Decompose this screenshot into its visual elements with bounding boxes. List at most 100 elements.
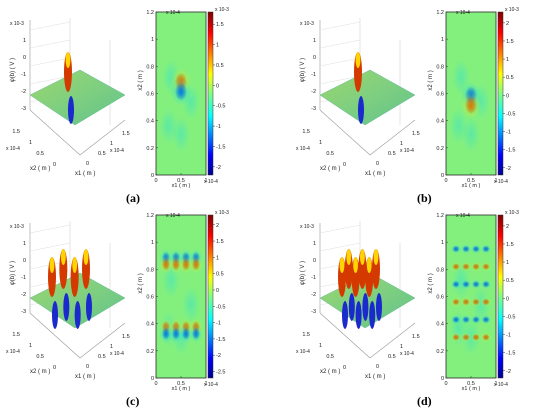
z-tick-label: 1 (313, 38, 316, 44)
panel-b: x 10-310-1-2-3φ(b) ( V )x 10-41.510.50x2… (296, 7, 519, 189)
x1-axis-label: x1 ( m ) (75, 374, 95, 380)
x-tick-label: 1 (204, 178, 207, 184)
surface-trough (376, 293, 382, 321)
y-axis-label: x2 ( m ) (428, 273, 434, 293)
y-tick-label: 0.8 (146, 267, 154, 273)
x2-exponent-label: x 10-4 (296, 146, 310, 152)
colorbar-exponent-label: x 10-3 (215, 7, 229, 13)
x2-tick-label: 0 (53, 162, 56, 168)
x-exponent-label: x 10-4 (494, 382, 508, 388)
grid-line (319, 57, 361, 67)
z-tick-label: 1 (313, 241, 316, 247)
x2-tick-label: 0.5 (326, 354, 334, 360)
colorbar: 2 1.5 1 0.5 0 -0.5 -1 -1.5 -2 -2.5 x 10-3 (207, 210, 229, 379)
heatmap-halo (450, 279, 462, 290)
heatmap-halo (480, 332, 492, 343)
colorbar-bar (207, 214, 214, 379)
heatmap-halo (480, 261, 492, 272)
y-tick-label: 0.8 (146, 64, 154, 70)
colorbar-tick-label: 1.5 (506, 242, 514, 248)
colorbar-tick-label: 2 (506, 21, 509, 27)
colorbar-tick-label: 0 (216, 288, 219, 294)
heatmap-halo (480, 314, 492, 325)
x2-exponent-label: x 10-4 (296, 349, 310, 355)
surface-peak-tip (373, 249, 379, 265)
x2-tick-label: 1 (319, 140, 322, 146)
colorbar-tick-label: -1.5 (506, 148, 515, 154)
heatmap-halo (480, 243, 492, 254)
y-tick-label: 1 (151, 240, 154, 246)
z-tick-label: -2 (311, 292, 316, 298)
heatmap-texture (159, 108, 178, 145)
z-tick-label: 0 (313, 55, 316, 61)
y-tick-label: 1.2 (436, 213, 444, 219)
colorbar-tick-label: -1 (216, 124, 221, 130)
z-tick-label: 0 (23, 55, 26, 61)
x1-tick-label: 1.5 (122, 131, 130, 137)
heatmap-halo (189, 324, 203, 343)
heatmap-halo (460, 314, 472, 325)
heatmap-halo (470, 279, 482, 290)
x-exponent-label: x 10-4 (204, 179, 218, 185)
x1-tick-label: 0.5 (388, 151, 396, 157)
heatmap-halo (450, 296, 462, 307)
panel-label-b: (b) (417, 191, 432, 205)
y-tick-label: 1 (441, 240, 444, 246)
x2-tick-label: 0 (343, 162, 346, 168)
y-axis-label: x2 ( m ) (138, 70, 144, 90)
colorbar-bar (207, 11, 214, 176)
heatmap-halo (470, 332, 482, 343)
x-tick-label: 0.5 (177, 381, 185, 387)
colorbar-tick-label: 0 (216, 83, 219, 89)
colorbar-tick-label: -1 (216, 321, 221, 327)
y-axis-label: x2 ( m ) (138, 273, 144, 293)
colorbar-tick-label: 2 (506, 224, 509, 230)
x1-tick-label: 0 (86, 364, 89, 370)
panel-label-d: (d) (417, 394, 432, 408)
heatmap-halo (460, 296, 472, 307)
x2-tick-label: 0.5 (326, 151, 334, 157)
heatmap-halo (470, 243, 482, 254)
colorbar-tick-label: 2 (216, 223, 219, 229)
colorbar: 2 1.5 1 0.5 0 -0.5 -1 -1.5 -2 x 10-3 (497, 7, 519, 176)
surface-peak-tip (355, 52, 361, 68)
heatmap-halo (189, 255, 203, 274)
colorbar: 2 1.5 1 0.5 0 -0.5 -1 -1.5 -2 x 10-3 (497, 210, 519, 379)
x1-exponent-label: x 10-4 (110, 351, 124, 357)
y-tick-label: 0 (151, 173, 154, 179)
surface-trough (369, 301, 376, 329)
colorbar-tick-label: 0.5 (216, 272, 224, 278)
surface-peak-tip (72, 257, 78, 273)
surface-peak-tip (346, 249, 352, 265)
surface-trough (74, 301, 81, 329)
x2-axis-line (369, 119, 416, 156)
z-exponent-label: x 10-3 (10, 224, 24, 230)
y-tick-label: 1 (441, 37, 444, 43)
surface-peak-tip (360, 249, 365, 265)
heatmap-halo (460, 243, 472, 254)
y-tick-label: 0 (151, 376, 154, 382)
x1-tick-label: 1 (110, 344, 113, 350)
colorbar-tick-label: -1 (506, 333, 511, 339)
z-tick-label: -2 (21, 89, 26, 95)
x1-axis-label: x1 ( m ) (365, 171, 385, 177)
panel-a: x 10-310-1-2-3φ(b) ( V )x 10-41.510.50x2… (6, 7, 229, 189)
colorbar-tick-label: -1.5 (216, 144, 225, 150)
x2-tick-label: 1.5 (12, 332, 20, 338)
colorbar-tick-label: -2 (506, 166, 511, 172)
z-tick-label: -3 (21, 106, 26, 112)
y-tick-label: 0.6 (146, 92, 154, 98)
surface-trough (68, 96, 74, 124)
x2-axis-label: x2 ( m ) (30, 369, 50, 375)
surface-trough (358, 96, 364, 124)
y-tick-label: 0 (441, 173, 444, 179)
x-tick-label: 0.5 (177, 178, 185, 184)
z-tick-label: 1 (23, 38, 26, 44)
x-axis-label: x1 ( m ) (172, 183, 191, 189)
y-tick-label: 0 (441, 376, 444, 382)
y-tick-label: 0.2 (146, 349, 154, 355)
z-tick-label: -3 (311, 106, 316, 112)
z-tick-label: -3 (21, 309, 26, 315)
surface-peak-tip (49, 257, 55, 273)
surface-peak-tip (353, 257, 358, 273)
